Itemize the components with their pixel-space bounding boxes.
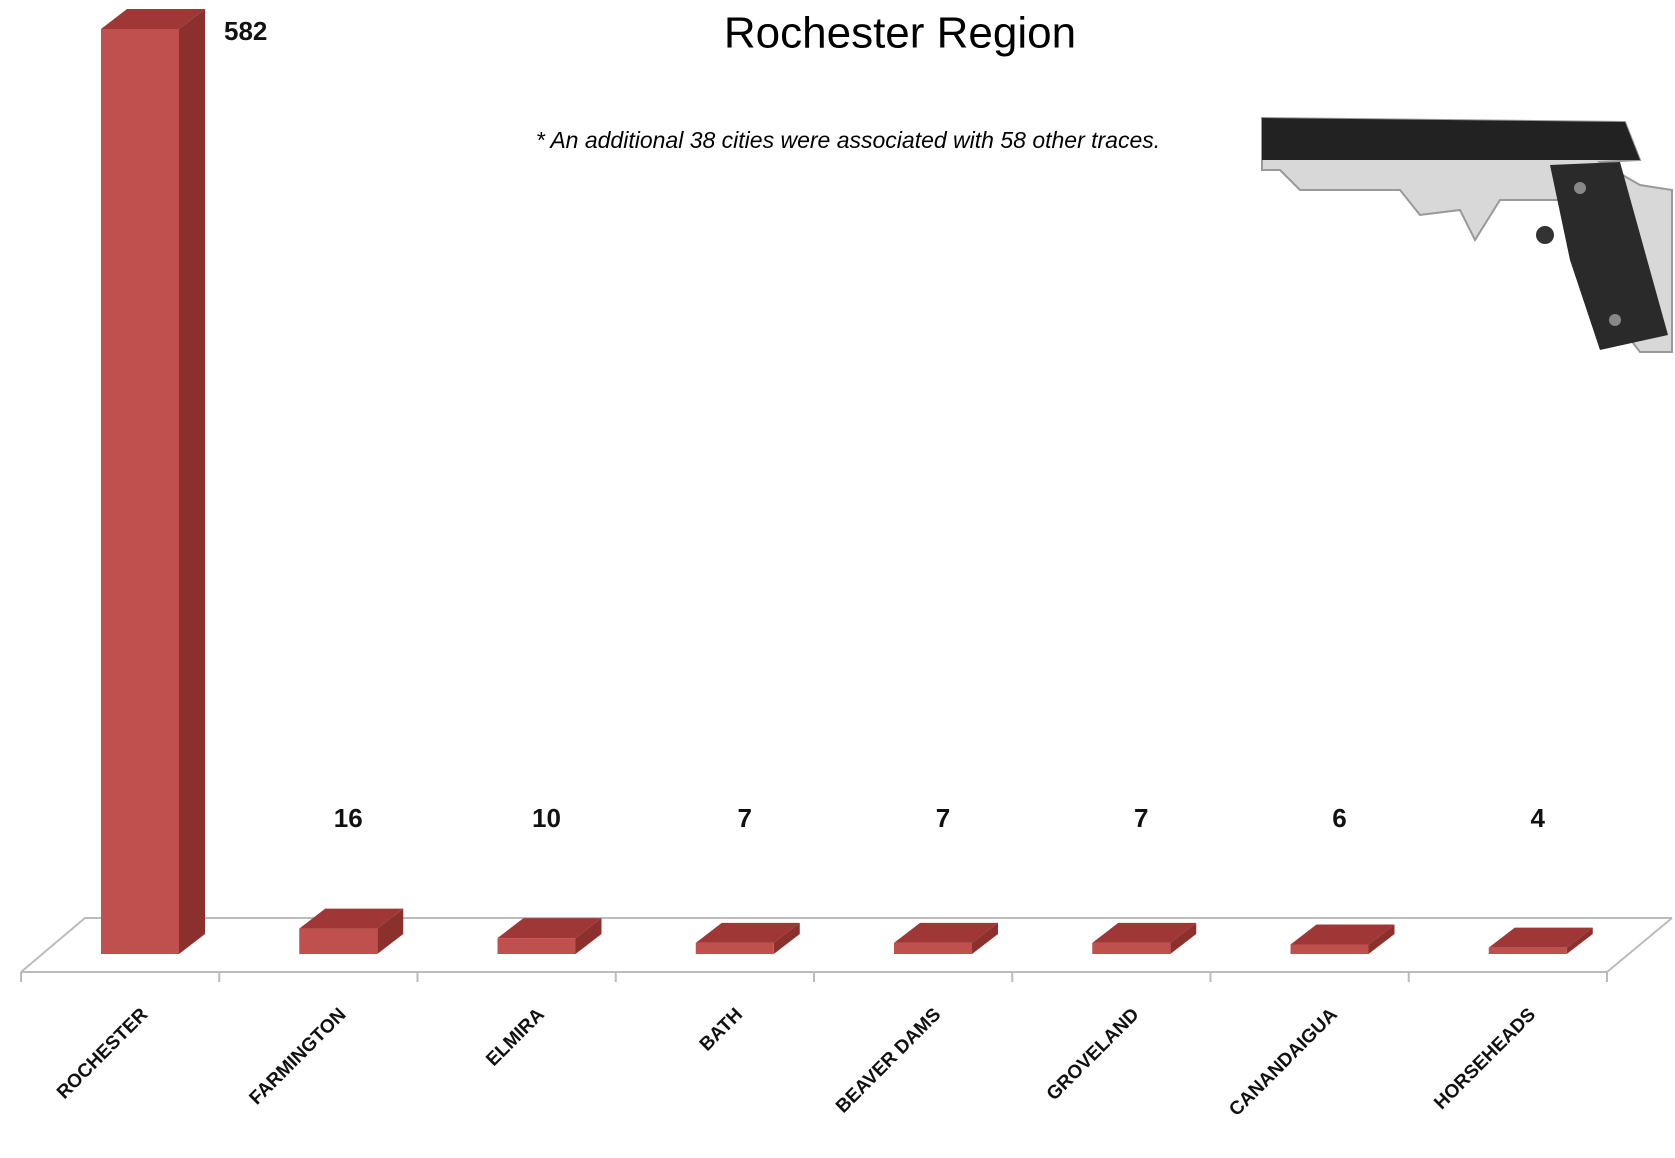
x-tick-label: FARMINGTON	[246, 1004, 351, 1109]
bar	[101, 29, 179, 954]
value-label: 7	[1134, 803, 1148, 833]
value-label: 4	[1531, 803, 1546, 833]
bar	[1092, 942, 1171, 954]
bar-side	[377, 908, 404, 954]
bar-top	[1488, 927, 1593, 948]
pistol-illustration	[1261, 116, 1673, 353]
value-label: 16	[334, 803, 363, 833]
chart-title: Rochester Region	[724, 9, 1076, 58]
x-tick-label: GROVELAND	[1043, 1004, 1144, 1105]
x-tick-label: ROCHESTER	[53, 1004, 152, 1103]
annotation: * An additional 38 cities were associate…	[536, 127, 1160, 153]
bar	[497, 938, 576, 954]
bar-side	[972, 922, 998, 954]
value-label: 582	[224, 16, 267, 46]
bar-side	[179, 9, 205, 954]
x-tick-label: BEAVER DAMS	[832, 1004, 945, 1117]
bar-side	[773, 922, 800, 954]
x-tick-label: ELMIRA	[482, 1004, 549, 1071]
bar	[894, 942, 972, 954]
bar-side	[575, 918, 602, 954]
bar	[1488, 947, 1567, 954]
bar-side	[1368, 924, 1395, 954]
bar-side	[1566, 927, 1593, 954]
x-tick-label: CANANDAIGUA	[1225, 1004, 1342, 1121]
bar-top	[497, 918, 602, 939]
bar-top	[695, 922, 800, 943]
bar	[299, 928, 378, 954]
bar-top	[1092, 922, 1197, 943]
value-label: 7	[738, 803, 752, 833]
bar-side	[1170, 922, 1197, 954]
bar-top	[1290, 924, 1395, 945]
value-label: 7	[936, 803, 950, 833]
floor	[20, 917, 1673, 973]
x-tick-label: HORSEHEADS	[1430, 1004, 1540, 1114]
bar-top	[101, 9, 205, 29]
bar	[695, 942, 774, 954]
bar-top	[894, 922, 998, 943]
x-tick-label: BATH	[696, 1004, 747, 1055]
bar-top	[299, 908, 404, 929]
bar	[1290, 944, 1369, 954]
value-label: 10	[532, 803, 561, 833]
value-label: 6	[1332, 803, 1346, 833]
